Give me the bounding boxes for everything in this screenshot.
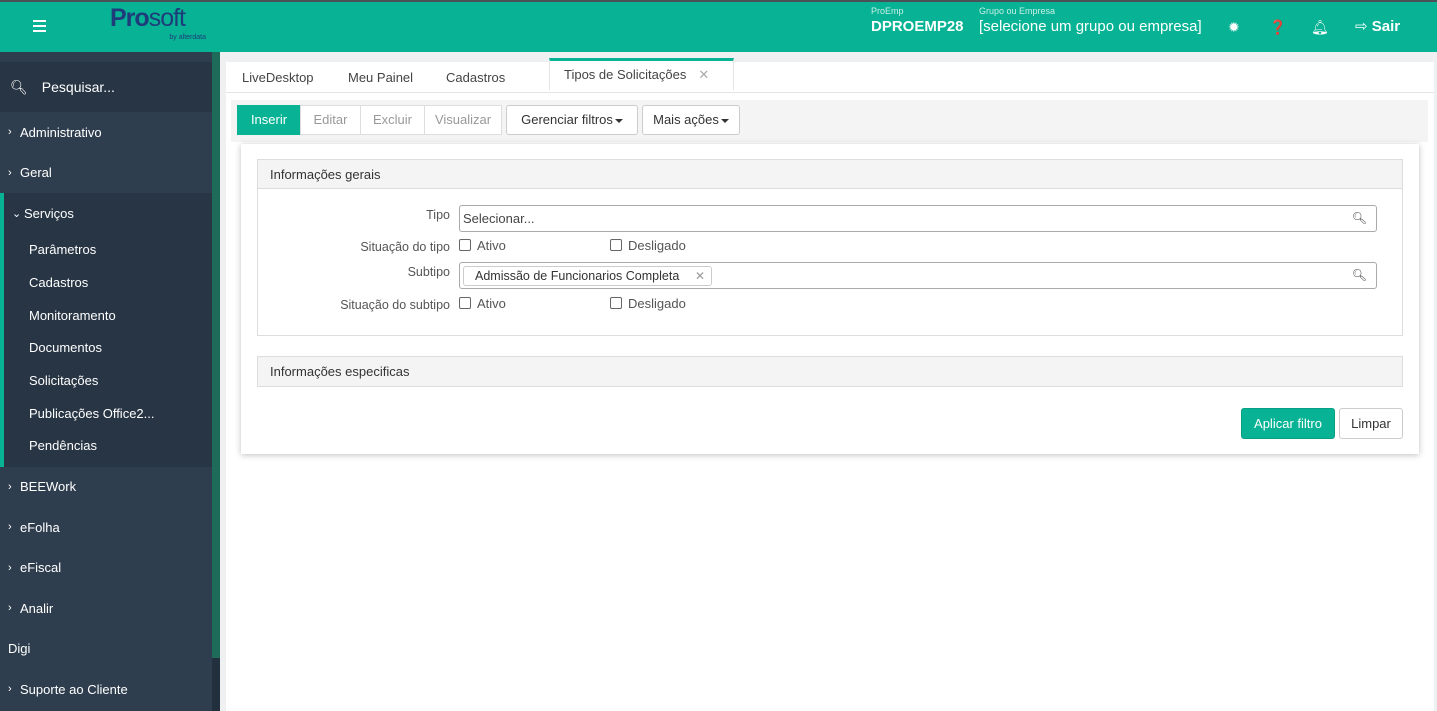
sidebar-subitem[interactable]: Monitoramento	[29, 307, 116, 323]
sidebar-item-efolha[interactable]: › eFolha	[0, 507, 212, 548]
chevron-right-icon: ›	[8, 166, 12, 179]
search-icon: 🔍︎	[1351, 211, 1367, 225]
help-icon[interactable]: ❓	[1269, 19, 1287, 35]
tab-label: Tipos de Solicitações	[564, 67, 687, 82]
general-info-panel: Informações gerais Tipo Selecionar... 🔍︎ …	[257, 159, 1403, 336]
insert-button[interactable]: Inserir	[237, 105, 301, 135]
view-button[interactable]: Visualizar	[424, 105, 502, 135]
label: Serviços	[24, 205, 74, 221]
chevron-right-icon: ›	[8, 521, 12, 534]
remove-tag-icon[interactable]: ✕	[694, 269, 705, 283]
clear-button[interactable]: Limpar	[1339, 408, 1403, 439]
tipo-desligado-checkbox[interactable]: Desligado	[610, 238, 686, 253]
label: Suporte ao Cliente	[20, 681, 128, 697]
label: Mais ações	[653, 112, 719, 127]
subtipo-tag: Admissão de Funcionarios Completa ✕	[463, 266, 712, 286]
search-icon: 🔍︎	[10, 78, 28, 95]
menu-toggle-icon[interactable]	[33, 20, 46, 32]
label: Desligado	[628, 238, 686, 253]
close-tab-icon[interactable]: ✕	[698, 67, 710, 82]
caret-down-icon	[720, 118, 729, 123]
label: eFiscal	[20, 560, 62, 576]
label: BEEWork	[20, 479, 77, 495]
label: Digi	[8, 641, 31, 657]
proemp-value[interactable]: DPROEMP28	[871, 18, 964, 35]
filter-card: Informações gerais Tipo Selecionar... 🔍︎ …	[241, 144, 1419, 454]
tab-meu-painel[interactable]: Meu Painel	[348, 70, 414, 85]
edit-button[interactable]: Editar	[300, 105, 361, 135]
manage-filters-button[interactable]: Gerenciar filtros	[506, 105, 638, 135]
sidebar-subitem[interactable]: Parâmetros	[29, 242, 97, 258]
tab-tipos-de-solicitacoes[interactable]: Tipos de Solicitações ✕	[549, 58, 734, 90]
label: Ativo	[477, 238, 506, 253]
situacao-subtipo-label: Situação do subtipo	[340, 298, 450, 312]
specific-info-panel[interactable]: Informações especificas	[257, 356, 1403, 387]
toolbar: Inserir Editar Excluir Visualizar Gerenc…	[231, 100, 1428, 142]
sidebar-item-servicos[interactable]: ⌄ Serviços	[4, 193, 212, 234]
sidebar-subitem[interactable]: Documentos	[29, 340, 102, 356]
panel-title: Informações especificas	[258, 357, 1402, 386]
sidebar-item-digi[interactable]: Digi	[0, 629, 212, 670]
sidebar-item-efiscal[interactable]: › eFiscal	[0, 548, 212, 589]
logout-icon: ⇨	[1355, 18, 1368, 35]
group-label: Grupo ou Empresa	[979, 6, 1056, 16]
sidebar-search[interactable]: 🔍︎ Pesquisar...	[0, 62, 212, 112]
tab-livedesktop[interactable]: LiveDesktop	[242, 70, 314, 85]
subtipo-select[interactable]: Admissão de Funcionarios Completa ✕ 🔍︎	[459, 262, 1377, 289]
delete-button[interactable]: Excluir	[360, 105, 425, 135]
more-actions-button[interactable]: Mais ações	[642, 105, 740, 135]
subtipo-desligado-checkbox[interactable]: Desligado	[610, 296, 686, 311]
top-bar: Prosoft by alterdata ProEmp DPROEMP28 Gru…	[0, 0, 1437, 52]
chevron-down-icon: ⌄	[12, 207, 22, 220]
situacao-tipo-label: Situação do tipo	[360, 240, 450, 254]
apply-filter-button[interactable]: Aplicar filtro	[1241, 408, 1335, 439]
subtipo-label: Subtipo	[407, 265, 450, 279]
label: Administrativo	[20, 124, 102, 140]
placeholder: Selecionar...	[463, 211, 535, 226]
tab-cadastros[interactable]: Cadastros	[446, 70, 506, 85]
label: Analir	[20, 600, 54, 616]
chevron-right-icon: ›	[8, 126, 12, 139]
group-selector[interactable]: [selecione um grupo ou empresa]	[979, 18, 1202, 35]
tipo-select[interactable]: Selecionar... 🔍︎	[459, 205, 1377, 232]
search-icon: 🔍︎	[1351, 268, 1367, 282]
prosoft-logo: Prosoft by alterdata	[110, 4, 206, 42]
caret-down-icon	[614, 118, 623, 123]
sidebar-subitem[interactable]: Pendências	[29, 437, 97, 453]
chevron-right-icon: ›	[8, 602, 12, 615]
sidebar-scroll-track	[212, 658, 220, 711]
search-placeholder: Pesquisar...	[41, 79, 115, 95]
label: Geral	[20, 165, 52, 181]
bell-icon[interactable]: 🔔︎	[1311, 19, 1329, 35]
sidebar-subitem[interactable]: Cadastros	[29, 275, 89, 291]
subtipo-ativo-checkbox[interactable]: Ativo	[459, 296, 506, 311]
sidebar-item-geral[interactable]: › Geral	[0, 153, 212, 194]
sidebar: 🔍︎ Pesquisar... › Administrativo › Geral ⌄ S…	[0, 52, 212, 711]
label: Desligado	[628, 296, 686, 311]
sidebar-item-beework[interactable]: › BEEWork	[0, 467, 212, 508]
chevron-right-icon: ›	[8, 683, 12, 696]
chevron-right-icon: ›	[8, 561, 12, 574]
label: Gerenciar filtros	[521, 112, 613, 127]
main-content: LiveDesktop Meu Painel Cadastros Tipos d…	[226, 58, 1434, 711]
sidebar-item-suporte[interactable]: › Suporte ao Cliente	[0, 669, 212, 710]
label: eFolha	[20, 519, 60, 535]
sidebar-subitem[interactable]: Solicitações	[29, 373, 99, 389]
sidebar-item-analir[interactable]: › Analir	[0, 588, 212, 629]
panel-title: Informações gerais	[258, 160, 1402, 189]
chevron-right-icon: ›	[8, 480, 12, 493]
tab-bar: LiveDesktop Meu Painel Cadastros Tipos d…	[226, 58, 1434, 93]
sidebar-subitem[interactable]: Publicações Office2...	[29, 405, 155, 421]
proemp-label: ProEmp	[871, 6, 904, 16]
tipo-label: Tipo	[426, 208, 450, 222]
gear-icon[interactable]: ✹	[1228, 19, 1240, 35]
label: Admissão de Funcionarios Completa	[475, 269, 680, 283]
logout-button[interactable]: ⇨ Sair	[1355, 18, 1400, 36]
label: Ativo	[477, 296, 506, 311]
sidebar-scrollbar[interactable]	[212, 52, 220, 658]
logout-label: Sair	[1371, 18, 1401, 35]
tipo-ativo-checkbox[interactable]: Ativo	[459, 238, 506, 253]
sidebar-item-administrativo[interactable]: › Administrativo	[0, 112, 212, 153]
sidebar-group-servicos: ⌄ Serviços Parâmetros Cadastros Monitoram…	[0, 193, 212, 467]
